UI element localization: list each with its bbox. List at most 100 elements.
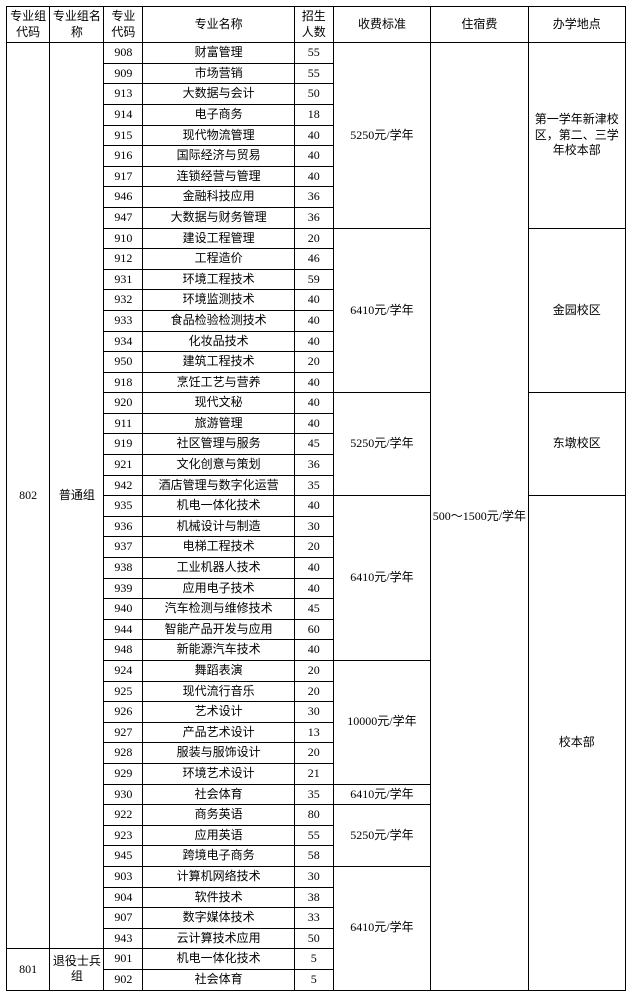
enroll: 35: [294, 784, 333, 805]
major-name: 应用电子技术: [143, 578, 295, 599]
header-fee: 收费标准: [333, 7, 430, 43]
major-name: 现代文秘: [143, 393, 295, 414]
enroll: 21: [294, 763, 333, 784]
enroll: 20: [294, 661, 333, 682]
location-cell: 金园校区: [528, 228, 625, 393]
enroll: 50: [294, 928, 333, 949]
enroll: 40: [294, 125, 333, 146]
enroll: 60: [294, 619, 333, 640]
major-name: 环境艺术设计: [143, 763, 295, 784]
major-code: 936: [104, 516, 143, 537]
major-code: 935: [104, 496, 143, 517]
major-name: 机电一体化技术: [143, 496, 295, 517]
fee-cell: 5250元/学年: [333, 43, 430, 228]
major-code: 930: [104, 784, 143, 805]
location-cell: 第一学年新津校区，第二、三学年校本部: [528, 43, 625, 228]
major-code: 934: [104, 331, 143, 352]
enroll: 46: [294, 249, 333, 270]
major-name: 新能源汽车技术: [143, 640, 295, 661]
major-code: 911: [104, 413, 143, 434]
major-name: 工业机器人技术: [143, 558, 295, 579]
major-code: 916: [104, 146, 143, 167]
major-code: 950: [104, 352, 143, 373]
enroll: 5: [294, 969, 333, 990]
major-name: 大数据与会计: [143, 84, 295, 105]
major-name: 旅游管理: [143, 413, 295, 434]
major-name: 烹饪工艺与营养: [143, 372, 295, 393]
major-code: 902: [104, 969, 143, 990]
enroll: 35: [294, 475, 333, 496]
enroll: 45: [294, 434, 333, 455]
enroll: 30: [294, 702, 333, 723]
major-name: 文化创意与策划: [143, 455, 295, 476]
major-code: 925: [104, 681, 143, 702]
enroll: 38: [294, 887, 333, 908]
enroll: 40: [294, 310, 333, 331]
major-code: 938: [104, 558, 143, 579]
header-enroll: 招生人数: [294, 7, 333, 43]
fee-cell: 6410元/学年: [333, 228, 430, 393]
major-code: 912: [104, 249, 143, 270]
group-code-801: 801: [7, 949, 50, 990]
enroll: 20: [294, 537, 333, 558]
major-code: 909: [104, 63, 143, 84]
header-location: 办学地点: [528, 7, 625, 43]
major-name: 软件技术: [143, 887, 295, 908]
enroll: 59: [294, 269, 333, 290]
fee-cell: 6410元/学年: [333, 496, 430, 661]
major-name: 服装与服饰设计: [143, 743, 295, 764]
major-code: 948: [104, 640, 143, 661]
enroll: 40: [294, 578, 333, 599]
major-code: 926: [104, 702, 143, 723]
major-name: 金融科技应用: [143, 187, 295, 208]
enroll: 20: [294, 681, 333, 702]
major-code: 933: [104, 310, 143, 331]
enroll: 5: [294, 949, 333, 970]
major-code: 920: [104, 393, 143, 414]
enroll: 40: [294, 558, 333, 579]
enroll: 40: [294, 496, 333, 517]
major-code: 904: [104, 887, 143, 908]
enrollment-table: 专业组代码 专业组名称 专业代码 专业名称 招生人数 收费标准 住宿费 办学地点…: [6, 6, 626, 991]
enroll: 45: [294, 599, 333, 620]
major-name: 连锁经营与管理: [143, 166, 295, 187]
table-row: 802 普通组 908 财富管理 55 5250元/学年 500～1500元/学…: [7, 43, 626, 64]
major-code: 923: [104, 825, 143, 846]
major-code: 928: [104, 743, 143, 764]
header-dorm: 住宿费: [431, 7, 528, 43]
major-name: 化妆品技术: [143, 331, 295, 352]
major-code: 937: [104, 537, 143, 558]
major-code: 939: [104, 578, 143, 599]
major-name: 机电一体化技术: [143, 949, 295, 970]
major-code: 907: [104, 908, 143, 929]
fee-cell: 6410元/学年: [333, 866, 430, 990]
enroll: 20: [294, 743, 333, 764]
major-code: 910: [104, 228, 143, 249]
header-group-code: 专业组代码: [7, 7, 50, 43]
major-code: 919: [104, 434, 143, 455]
enroll: 30: [294, 866, 333, 887]
major-name: 社会体育: [143, 784, 295, 805]
major-code: 901: [104, 949, 143, 970]
major-name: 建筑工程技术: [143, 352, 295, 373]
major-code: 940: [104, 599, 143, 620]
enroll: 55: [294, 43, 333, 64]
major-code: 932: [104, 290, 143, 311]
major-name: 工程造价: [143, 249, 295, 270]
enroll: 80: [294, 805, 333, 826]
major-code: 927: [104, 722, 143, 743]
fee-cell: 5250元/学年: [333, 805, 430, 867]
enroll: 13: [294, 722, 333, 743]
enroll: 40: [294, 640, 333, 661]
location-cell: 校本部: [528, 496, 625, 990]
major-code: 924: [104, 661, 143, 682]
location-cell: 东墩校区: [528, 393, 625, 496]
major-name: 现代流行音乐: [143, 681, 295, 702]
major-code: 945: [104, 846, 143, 867]
major-name: 社会体育: [143, 969, 295, 990]
major-name: 财富管理: [143, 43, 295, 64]
major-name: 艺术设计: [143, 702, 295, 723]
major-name: 汽车检测与维修技术: [143, 599, 295, 620]
major-name: 电梯工程技术: [143, 537, 295, 558]
enroll: 40: [294, 331, 333, 352]
